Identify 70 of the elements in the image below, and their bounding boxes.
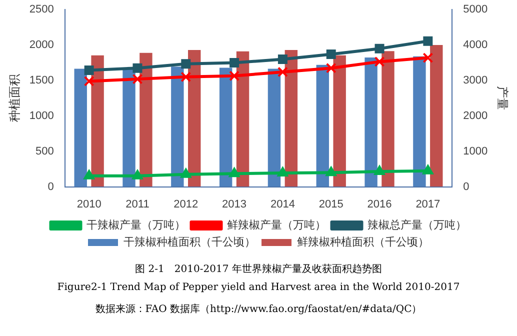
bar bbox=[430, 45, 443, 187]
bar bbox=[91, 55, 104, 187]
point bbox=[326, 62, 336, 74]
point bbox=[374, 165, 386, 176]
point bbox=[325, 166, 337, 176]
y-tick-label: 2000 bbox=[29, 39, 54, 52]
point bbox=[84, 76, 94, 86]
x-tick-label: 2010 bbox=[76, 198, 102, 210]
point bbox=[374, 44, 384, 54]
point bbox=[374, 56, 385, 67]
x-tick-label: 2017 bbox=[416, 198, 440, 210]
bar bbox=[140, 52, 152, 187]
y-tick-label: 0 bbox=[48, 180, 54, 193]
bar bbox=[268, 68, 281, 187]
bar bbox=[219, 68, 232, 187]
point bbox=[132, 63, 142, 73]
bar bbox=[364, 57, 378, 187]
y-tick-label: 1000 bbox=[29, 110, 54, 122]
point bbox=[277, 66, 288, 78]
bar bbox=[382, 51, 394, 187]
y2-tick-label: 2000 bbox=[463, 110, 488, 122]
x-tick-label: 2014 bbox=[270, 198, 295, 210]
x-tick-label: 2011 bbox=[126, 198, 150, 210]
y2-tick-label: 0 bbox=[463, 180, 470, 193]
bar bbox=[413, 56, 426, 187]
legend-label: 干辣椒产量（万吨） bbox=[86, 218, 186, 232]
point bbox=[423, 36, 433, 46]
point bbox=[229, 70, 240, 82]
y-tick-label: 2500 bbox=[29, 4, 54, 16]
bar bbox=[188, 50, 201, 187]
point bbox=[84, 65, 94, 75]
bar bbox=[333, 55, 346, 187]
x-tick-label: 2015 bbox=[318, 198, 344, 210]
point bbox=[83, 169, 95, 180]
legend-label: 辣椒总产量（万吨） bbox=[367, 218, 466, 232]
y2-axis-title: 产量 bbox=[495, 86, 510, 110]
text: 图 2-1 2010-2017 年世界辣椒产量及收获面积趋势图 bbox=[134, 262, 383, 276]
point bbox=[181, 59, 191, 69]
point bbox=[180, 168, 192, 178]
legend-label: 鲜辣椒种植面积（千公顷） bbox=[297, 235, 429, 248]
x-tick-label: 2016 bbox=[367, 198, 392, 210]
bar bbox=[316, 64, 329, 187]
point bbox=[422, 164, 434, 174]
point bbox=[132, 74, 143, 84]
x-tick-label: 2013 bbox=[222, 198, 247, 210]
legend-label: 鲜辣椒产量（万吨） bbox=[226, 218, 326, 232]
y2-tick-label: 4000 bbox=[463, 39, 488, 52]
y-tick-label: 1500 bbox=[29, 74, 54, 87]
point bbox=[326, 50, 336, 59]
y2-tick-label: 3000 bbox=[463, 74, 488, 87]
legend-label: 干辣椒种植面积（千公顷） bbox=[124, 235, 256, 248]
point bbox=[132, 169, 144, 180]
bar bbox=[122, 68, 136, 187]
y2-tick-label: 5000 bbox=[463, 4, 488, 16]
point bbox=[180, 72, 192, 82]
point bbox=[277, 166, 288, 176]
text: Figure2-1 Trend Map of Pepper yield and Harvest area in the World 2010-2017 bbox=[56, 282, 461, 293]
bar bbox=[236, 51, 250, 187]
bar bbox=[74, 68, 87, 187]
y-tick-label: 500 bbox=[36, 145, 54, 158]
point bbox=[228, 167, 240, 178]
bar bbox=[171, 66, 184, 187]
source-note: 数据来源：FAO 数据库（http://www.fao.org/faostat/en/#data/QC） bbox=[94, 302, 423, 316]
point bbox=[230, 58, 240, 68]
point bbox=[278, 54, 288, 64]
point bbox=[422, 52, 434, 64]
y-axis-title: 种植面积 bbox=[8, 74, 22, 122]
y2-tick-label: 1000 bbox=[463, 145, 488, 158]
x-tick-label: 2012 bbox=[174, 198, 198, 210]
bar bbox=[284, 50, 298, 187]
